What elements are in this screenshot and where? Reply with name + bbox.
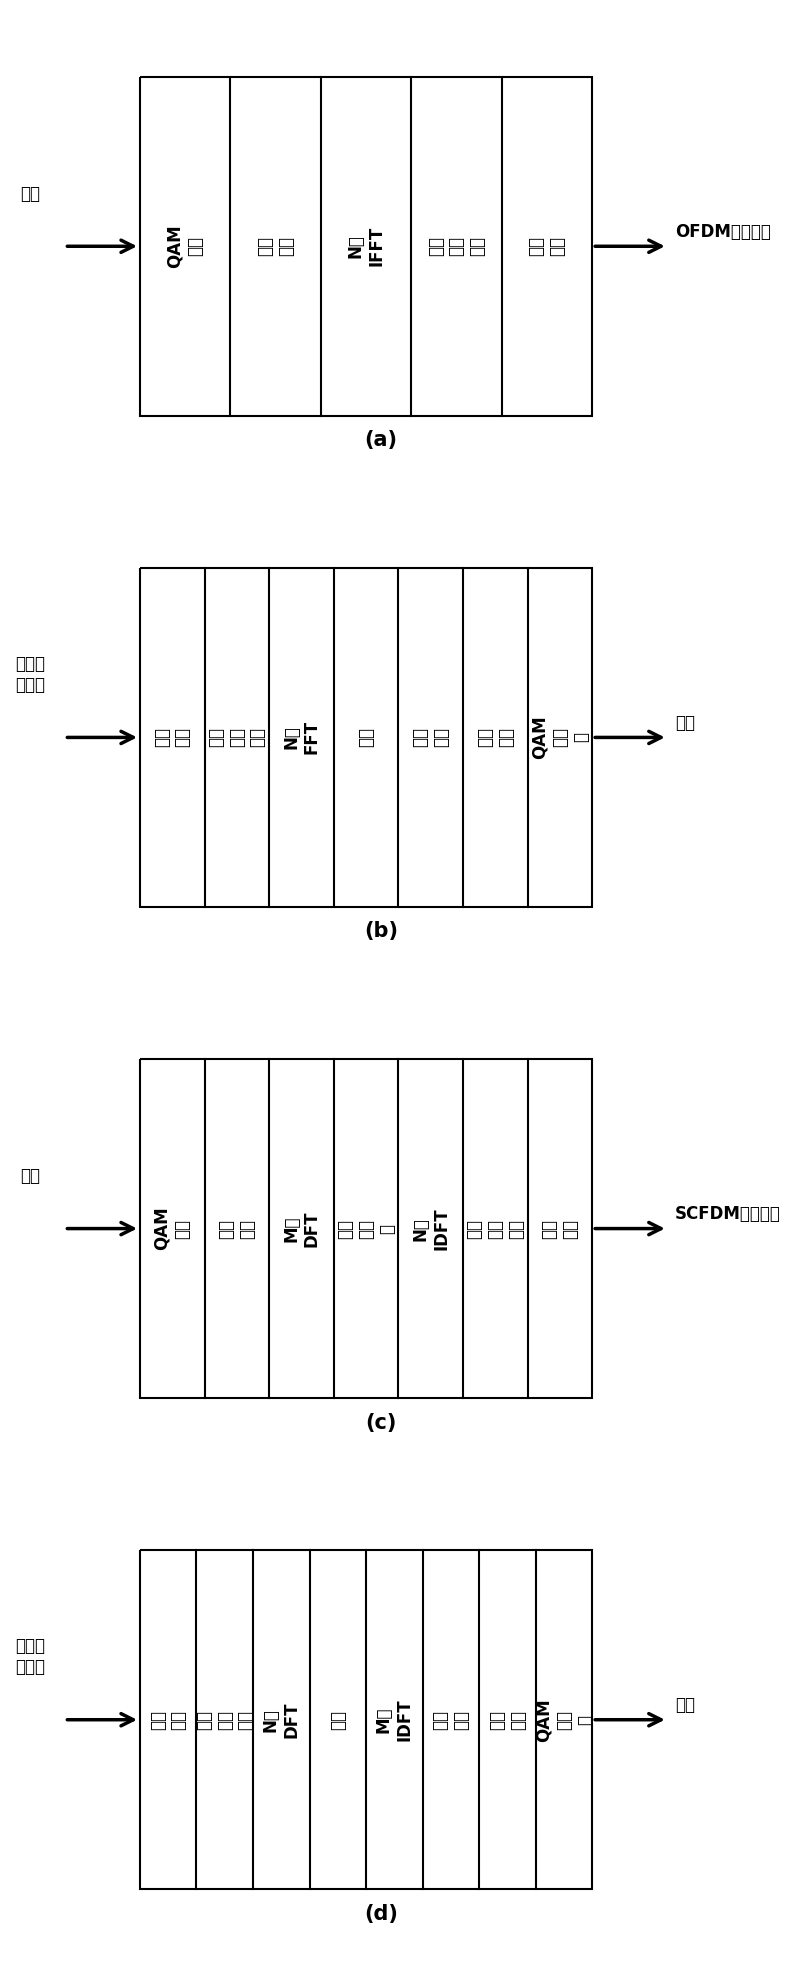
Text: 串并
转化: 串并 转化 [153, 727, 191, 747]
Text: 并串
转化: 并串 转化 [528, 236, 566, 256]
Text: 添加
循环
前缀: 添加 循环 前缀 [426, 236, 486, 256]
Text: QAM
映射: QAM 映射 [153, 1207, 191, 1250]
Text: M点
IDFT: M点 IDFT [375, 1699, 414, 1742]
Text: 并串
转化: 并串 转化 [541, 1219, 579, 1239]
Text: 并串
转化: 并串 转化 [476, 727, 514, 747]
Text: (a): (a) [365, 431, 398, 450]
Text: 相位
补偿: 相位 补偿 [431, 1710, 470, 1730]
Text: 数据: 数据 [21, 185, 41, 202]
Text: 接收到
的信号: 接收到 的信号 [15, 655, 46, 694]
Text: (c): (c) [366, 1414, 397, 1433]
Text: 均衡: 均衡 [357, 727, 375, 747]
Text: 接收到
的信号: 接收到 的信号 [15, 1638, 46, 1677]
Text: (b): (b) [364, 922, 398, 942]
Text: 串并
转化: 串并 转化 [218, 1219, 256, 1239]
Text: 均衡: 均衡 [329, 1710, 347, 1730]
Text: 并串
转化: 并串 转化 [488, 1710, 527, 1730]
Text: QAM
解映
射: QAM 解映 射 [534, 1699, 594, 1742]
Text: QAM
映射: QAM 映射 [166, 224, 205, 267]
Text: N点
DFT: N点 DFT [262, 1701, 301, 1738]
Text: N点
IDFT: N点 IDFT [411, 1207, 450, 1250]
Text: N点
IFFT: N点 IFFT [346, 226, 386, 267]
Text: 串并
转化: 串并 转化 [149, 1710, 187, 1730]
Text: (d): (d) [364, 1903, 398, 1923]
Text: 数据: 数据 [21, 1168, 41, 1185]
Text: OFDM基带信号: OFDM基带信号 [675, 222, 771, 240]
Text: 去掉
循环
前缀: 去掉 循环 前缀 [195, 1710, 254, 1730]
Text: SCFDM基带信号: SCFDM基带信号 [675, 1205, 781, 1223]
Text: M点
DFT: M点 DFT [282, 1211, 321, 1246]
Text: N点
FFT: N点 FFT [282, 720, 321, 755]
Text: 去掉
循环
前缀: 去掉 循环 前缀 [207, 727, 266, 747]
Text: 数据: 数据 [675, 1697, 695, 1714]
Text: 添加
循环
前缀: 添加 循环 前缀 [466, 1219, 525, 1239]
Text: 数据: 数据 [675, 714, 695, 731]
Text: 子载
波映
射: 子载 波映 射 [336, 1219, 396, 1239]
Text: 串并
转化: 串并 转化 [256, 236, 295, 256]
Text: QAM
解映
射: QAM 解映 射 [530, 716, 590, 759]
Text: 相位
补偿: 相位 补偿 [411, 727, 450, 747]
